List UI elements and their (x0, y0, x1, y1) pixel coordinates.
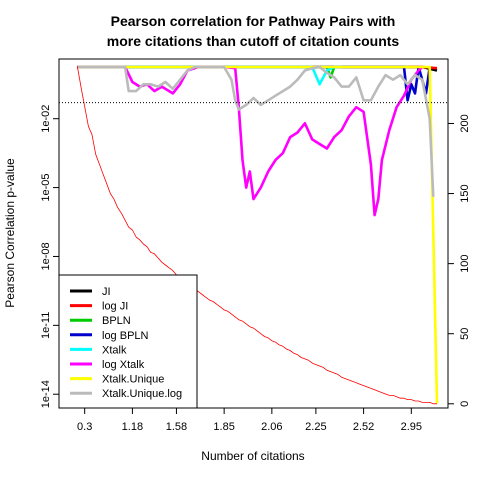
x-tick-label: 0.3 (77, 421, 92, 433)
legend-box (58, 274, 198, 409)
x-tick-label: 1.85 (213, 421, 234, 433)
x-axis-title: Number of citations (201, 449, 304, 463)
legend-label: Xtalk (102, 344, 127, 356)
y-left-tick-label: 1e-14 (40, 380, 52, 408)
legend: JI log JI BPLN log BPLN Xtalk log Xtalk Xtalk.… (58, 274, 198, 409)
y-axis-left: 1e-14 1e-11 1e-08 1e-05 1e-02 (40, 105, 60, 408)
x-tick-label: 2.95 (401, 421, 422, 433)
legend-label: Xtalk.Unique.log (102, 388, 182, 400)
y-right-tick-label: 100 (459, 254, 471, 272)
legend-label: log Xtalk (102, 359, 145, 371)
series-line-7 (77, 65, 435, 197)
y-axis-title: Pearson Correlation p-value (3, 158, 17, 308)
y-right-tick-label: 50 (459, 328, 471, 340)
legend-label: log JI (102, 301, 128, 313)
y-right-tick-label: 200 (459, 114, 471, 132)
y-left-tick-label: 1e-11 (40, 312, 52, 339)
chart-title-line-1: Pearson correlation for Pathway Pairs wi… (111, 13, 396, 29)
legend-label: BPLN (102, 315, 131, 327)
x-tick-label: 2.52 (353, 421, 374, 433)
y-right-tick-label: 0 (459, 401, 471, 407)
legend-label: log BPLN (102, 330, 149, 342)
y-right-tick-label: 150 (459, 184, 471, 202)
chart-title-line-2: more citations than cutoff of citation c… (107, 33, 400, 49)
x-tick-label: 2.06 (261, 421, 282, 433)
series-layer (76, 65, 439, 405)
x-tick-label: 1.58 (166, 421, 187, 433)
y-left-tick-label: 1e-05 (40, 174, 52, 202)
y-left-tick-label: 1e-08 (40, 242, 52, 270)
series-line-3 (77, 65, 431, 102)
x-axis: 0.3 1.18 1.58 1.85 2.06 2.25 2.52 2.95 (77, 407, 422, 433)
series-line-5 (77, 65, 424, 217)
x-tick-label: 2.25 (305, 421, 326, 433)
y-left-tick-label: 1e-02 (40, 105, 52, 133)
legend-label: JI (102, 286, 111, 298)
series-line-8 (76, 65, 437, 405)
legend-label: Xtalk.Unique (102, 374, 164, 386)
y-axis-right: 0 50 100 150 200 (447, 114, 471, 407)
x-tick-label: 1.18 (122, 421, 143, 433)
